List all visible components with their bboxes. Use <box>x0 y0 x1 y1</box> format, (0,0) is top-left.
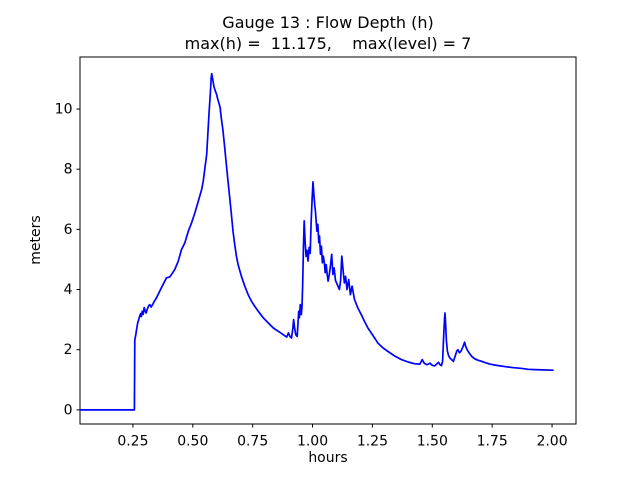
x-tick-label: 2.00 <box>536 434 567 450</box>
y-axis-label: meters <box>28 215 44 265</box>
x-tick-label: 0.50 <box>177 434 208 450</box>
y-tick-label: 4 <box>64 282 73 298</box>
y-tick-label: 6 <box>64 222 73 238</box>
y-tick-label: 0 <box>64 402 73 418</box>
chart-title: Gauge 13 : Flow Depth (h) <box>222 13 434 32</box>
y-tick-label: 10 <box>55 102 73 118</box>
y-tick-label: 8 <box>64 162 73 178</box>
x-tick-label: 0.75 <box>237 434 268 450</box>
x-axis-label: hours <box>308 450 348 466</box>
x-axis-ticks: 0.25 0.50 0.75 1.00 1.25 1.50 1.75 2.00 <box>117 424 568 450</box>
y-tick-label: 2 <box>64 342 73 358</box>
axes-frame <box>79 56 577 425</box>
y-axis-ticks: 0 2 4 6 8 10 <box>55 102 80 418</box>
chart-subtitle: max(h) = 11.175, max(level) = 7 <box>184 34 472 53</box>
x-tick-label: 1.25 <box>357 434 388 450</box>
flow-depth-line <box>79 72 554 411</box>
x-tick-label: 1.75 <box>477 434 508 450</box>
x-tick-label: 1.50 <box>417 434 448 450</box>
x-tick-label: 0.25 <box>117 434 148 450</box>
x-tick-label: 1.00 <box>297 434 328 450</box>
